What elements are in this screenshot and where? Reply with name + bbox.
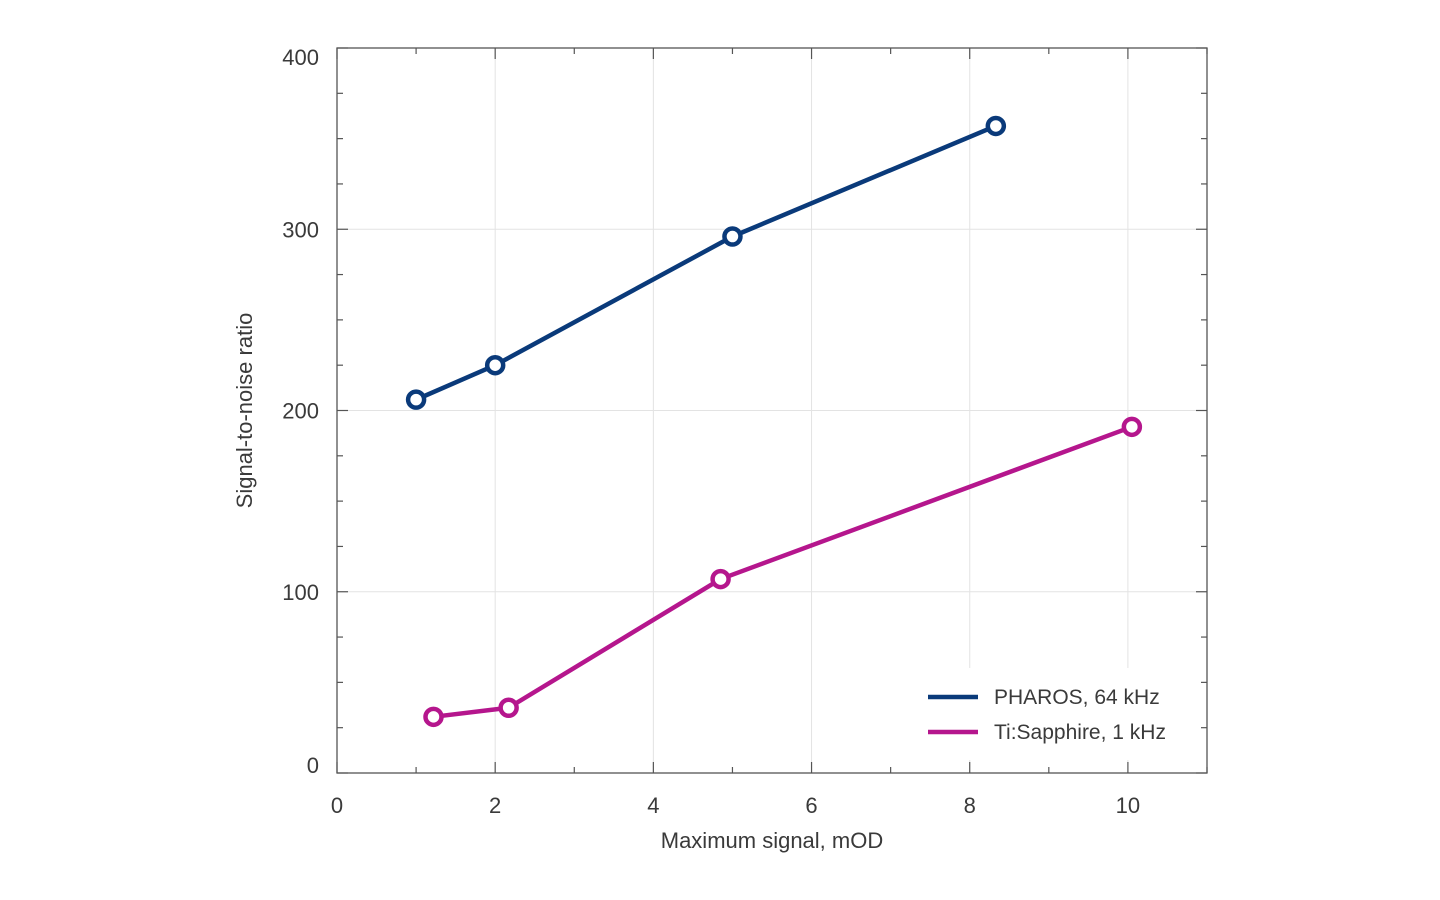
grid-lines [337, 48, 1207, 773]
x-tick-label: 2 [489, 793, 501, 818]
y-tick-label: 0 [307, 753, 319, 778]
series-line [413, 123, 999, 402]
series-0 [405, 115, 1007, 410]
legend-label-pharos: PHAROS, 64 kHz [994, 686, 1160, 709]
x-tick-label: 4 [647, 793, 659, 818]
axis-ticks [336, 47, 1208, 774]
data-point [405, 389, 427, 410]
x-tick-label: 6 [805, 793, 817, 818]
legend-label-tisapphire: Ti:Sapphire, 1 kHz [994, 721, 1166, 744]
data-point [423, 706, 444, 728]
y-tick-labels: 0 100 200 300 400 [282, 45, 319, 778]
x-tick-label: 10 [1116, 793, 1140, 818]
data-point [722, 226, 743, 247]
legend-background [916, 668, 1198, 760]
data-point [1121, 416, 1143, 438]
legend: PHAROS, 64 kHz Ti:Sapphire, 1 kHz [916, 668, 1198, 760]
x-tick-label: 8 [964, 793, 976, 818]
data-point [985, 115, 1007, 137]
y-axis-title: Signal-to-noise ratio [232, 313, 257, 509]
y-tick-label: 300 [282, 217, 319, 242]
data-point [710, 568, 731, 590]
series-layer [405, 115, 1143, 728]
plot-frame [336, 47, 1208, 774]
data-point [498, 697, 519, 718]
x-tick-labels: 0 2 4 6 8 10 [331, 793, 1140, 818]
y-tick-label: 400 [282, 45, 319, 70]
series-line [431, 424, 1135, 720]
y-tick-label: 200 [282, 399, 319, 424]
y-tick-label: 100 [282, 580, 319, 605]
x-tick-label: 0 [331, 793, 343, 818]
series-1 [423, 416, 1143, 728]
data-point [484, 354, 506, 376]
x-axis-title: Maximum signal, mOD [661, 828, 883, 853]
